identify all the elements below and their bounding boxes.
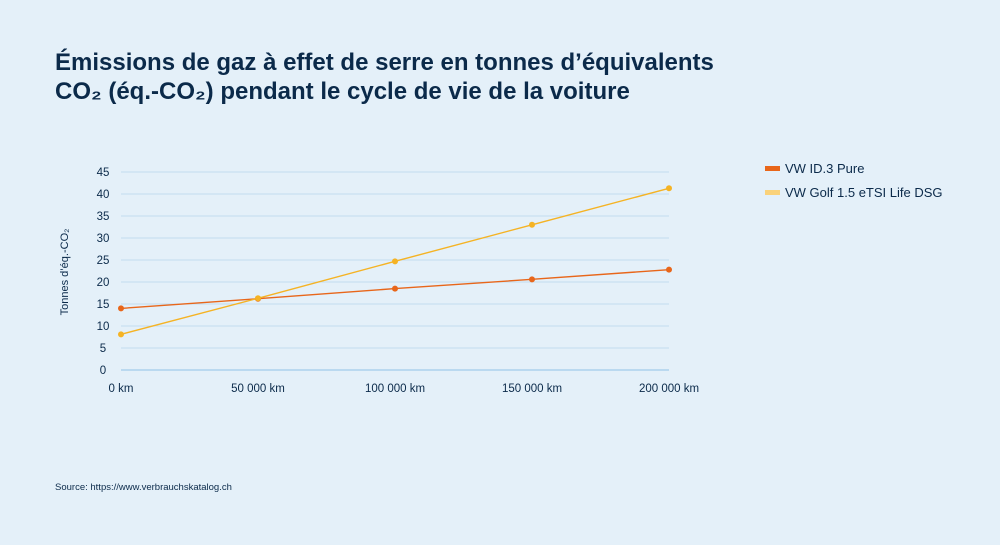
data-point (666, 185, 672, 192)
y-tick-label: 40 (97, 189, 110, 201)
y-tick-label: 35 (97, 211, 110, 223)
legend-swatch-id3 (765, 165, 780, 171)
legend-swatch-golf (765, 189, 780, 195)
data-point (255, 295, 261, 302)
x-tick-label: 100 000 km (365, 383, 425, 395)
y-tick-label: 25 (97, 255, 110, 267)
data-point (392, 285, 398, 292)
source-note: Source: https://www.verbrauchskatalog.ch (55, 482, 232, 493)
y-tick-label: 15 (97, 299, 110, 311)
data-point (529, 221, 535, 228)
y-tick-label: 30 (97, 233, 110, 245)
series-points (118, 185, 672, 338)
y-axis-label: Tonnes d’éq.-CO₂ (59, 229, 71, 316)
x-tick-label: 200 000 km (639, 383, 699, 395)
y-tick-label: 20 (97, 277, 110, 289)
data-point (666, 266, 672, 273)
data-point (392, 258, 398, 265)
x-tick-label: 50 000 km (231, 383, 285, 395)
legend-label-golf: VW Golf 1.5 eTSI Life DSG (785, 184, 943, 200)
y-axis-tick-labels: 0 5 10 15 20 25 30 35 40 45 (97, 167, 110, 377)
data-point (529, 276, 535, 283)
x-tick-label: 0 km (109, 383, 134, 395)
chart-title: Émissions de gaz à effet de serre en ton… (55, 48, 815, 106)
legend-item-golf: VW Golf 1.5 eTSI Life DSG (765, 182, 943, 202)
x-tick-label: 150 000 km (502, 383, 562, 395)
data-point (118, 331, 124, 338)
y-tick-label: 0 (100, 365, 106, 377)
data-point (118, 305, 124, 312)
grid-lines (121, 171, 669, 371)
x-axis-tick-labels: 0 km 50 000 km 100 000 km 150 000 km 200 000… (109, 383, 700, 395)
chart-title-line-2: CO₂ (éq.-CO₂) pendant le cycle de vie de… (55, 78, 630, 105)
legend-item-id3: VW ID.3 Pure (765, 158, 943, 178)
chart-title-line-1: Émissions de gaz à effet de serre en ton… (55, 49, 714, 76)
y-tick-label: 45 (97, 167, 110, 179)
y-tick-label: 10 (97, 321, 110, 333)
legend-label-id3: VW ID.3 Pure (785, 160, 865, 176)
y-tick-label: 5 (100, 343, 106, 355)
legend: VW ID.3 Pure VW Golf 1.5 eTSI Life DSG (765, 158, 943, 206)
